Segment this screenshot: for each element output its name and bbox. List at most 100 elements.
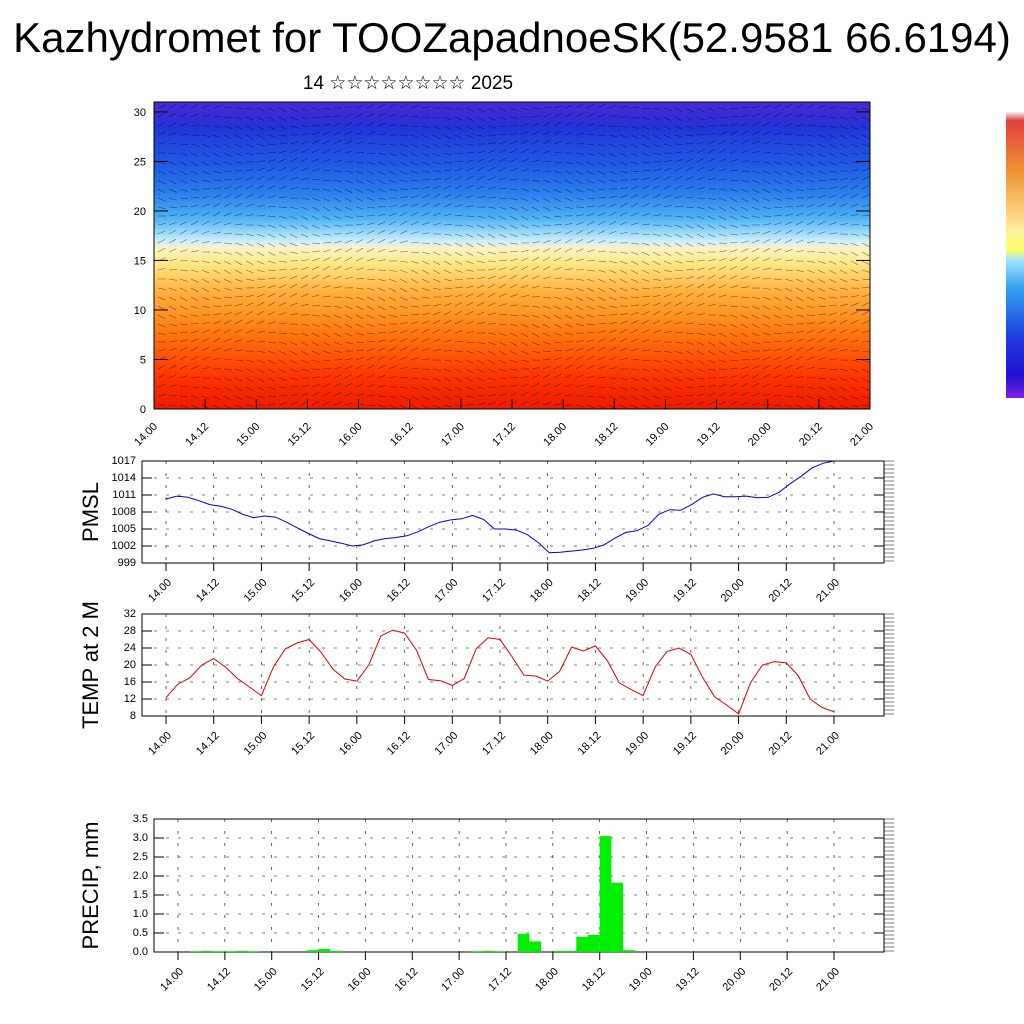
panel-frame	[141, 460, 885, 564]
precip-bar	[189, 951, 202, 952]
y-axis-label: PMSL	[78, 482, 103, 542]
x-tick-label: 16.00	[337, 421, 365, 449]
y-axis-label: TEMP at 2 M	[78, 601, 103, 729]
precip-bar	[248, 951, 260, 952]
y-axis-label: PRECIP, mm	[78, 822, 103, 950]
y-tick-label: 1.5	[133, 889, 148, 901]
x-tick-label: 14.00	[158, 966, 186, 994]
precip-bar	[494, 951, 506, 952]
x-tick-label: 18.12	[592, 421, 620, 449]
y-tick-label: 1005	[112, 523, 136, 535]
x-tick-label: 18.12	[580, 966, 608, 994]
x-tick-label: 17.12	[480, 577, 508, 605]
precip-bar	[213, 951, 225, 952]
x-tick-label: 19.12	[671, 577, 699, 605]
x-tick-label: 18.00	[541, 421, 569, 449]
x-tick-label: 19.00	[623, 577, 651, 605]
x-tick-label: 19.00	[644, 421, 672, 449]
x-tick-label: 17.12	[490, 421, 518, 449]
x-tick-label: 16.12	[385, 577, 413, 605]
x-tick-label: 21.00	[848, 421, 876, 449]
x-tick-label: 16.00	[346, 966, 374, 994]
chart-title: Kazhydromet for TOOZapadnoeSK(52.9581 66…	[13, 14, 1011, 61]
x-tick-label: 20.00	[719, 577, 747, 605]
y-tick-label: 12	[124, 693, 136, 705]
x-tick-label: 21.00	[814, 577, 842, 605]
y-tick-label: 0.5	[133, 927, 148, 939]
x-tick-label: 15.12	[299, 966, 327, 994]
precip-bar	[330, 950, 342, 952]
x-tick-label: 15.12	[289, 577, 317, 605]
chart-subtitle: 14 ☆☆☆☆☆☆☆☆ 2025	[302, 73, 514, 94]
x-tick-label: 17.12	[480, 730, 508, 758]
y-tick-label: 20	[134, 206, 146, 218]
x-tick-label: 20.12	[766, 730, 794, 758]
x-tick-label: 20.00	[719, 730, 747, 758]
y-tick-label: 5	[140, 354, 146, 366]
x-tick-label: 16.12	[385, 730, 413, 758]
y-tick-label: 1011	[112, 489, 136, 501]
x-tick-label: 16.00	[337, 730, 365, 758]
y-tick-label: 8	[130, 710, 136, 722]
x-tick-label: 15.00	[252, 966, 280, 994]
x-tick-label: 17.00	[432, 730, 460, 758]
x-tick-label: 17.00	[439, 421, 467, 449]
y-tick-label: 28	[124, 625, 136, 637]
x-tick-label: 20.12	[767, 966, 795, 994]
x-tick-label: 14.00	[132, 421, 160, 449]
y-tick-label: 2.5	[133, 851, 148, 863]
y-tick-label: 1.0	[133, 908, 148, 920]
x-tick-label: 18.00	[528, 577, 556, 605]
x-tick-label: 18.00	[533, 966, 561, 994]
x-tick-label: 16.12	[388, 421, 416, 449]
precip-bar	[552, 950, 565, 952]
x-tick-label: 19.00	[627, 966, 655, 994]
y-tick-label: 1014	[112, 472, 136, 484]
panel-frame	[141, 613, 885, 717]
precip-bar	[564, 950, 577, 952]
x-tick-label: 15.00	[234, 421, 262, 449]
y-tick-label: 1017	[112, 455, 136, 467]
precip-bar	[470, 951, 483, 952]
x-tick-label: 20.12	[797, 421, 825, 449]
x-tick-label: 17.12	[486, 966, 514, 994]
precip-bar	[611, 882, 624, 952]
y-tick-label: 999	[118, 557, 136, 569]
y-tick-label: 30	[134, 107, 146, 119]
x-tick-label: 14.00	[146, 730, 174, 758]
y-tick-label: 3.0	[133, 832, 148, 844]
x-tick-label: 19.12	[674, 966, 702, 994]
wind-vectors	[157, 103, 870, 410]
heatmap-field	[154, 102, 870, 409]
temp-line	[165, 629, 835, 715]
precip-bar	[576, 936, 588, 952]
y-tick-label: 10	[134, 305, 146, 317]
x-tick-label: 17.00	[439, 966, 467, 994]
x-tick-label: 18.12	[576, 730, 604, 758]
y-tick-label: 25	[134, 156, 146, 168]
y-tick-label: 15	[134, 255, 146, 267]
y-tick-label: 3.5	[133, 813, 148, 825]
y-tick-label: 2.0	[133, 870, 148, 882]
x-tick-label: 14.12	[194, 577, 222, 605]
precip-bar	[236, 950, 249, 952]
x-tick-label: 21.00	[814, 730, 842, 758]
x-tick-label: 21.00	[814, 966, 842, 994]
y-tick-label: 16	[124, 676, 136, 688]
x-tick-label: 17.00	[432, 577, 460, 605]
y-tick-label: 20	[124, 659, 136, 671]
x-tick-label: 15.00	[242, 577, 270, 605]
y-tick-label: 1008	[112, 506, 136, 518]
y-tick-label: 32	[124, 608, 136, 620]
color-scale-bar	[1006, 112, 1024, 398]
x-tick-label: 18.12	[576, 577, 604, 605]
x-tick-label: 19.12	[695, 421, 723, 449]
x-tick-label: 14.00	[146, 577, 174, 605]
x-tick-label: 14.12	[183, 421, 211, 449]
x-tick-label: 16.00	[337, 577, 365, 605]
precip-bar	[529, 941, 542, 952]
precip-bar	[224, 951, 237, 952]
x-tick-label: 15.12	[289, 730, 317, 758]
x-tick-label: 16.12	[392, 966, 420, 994]
